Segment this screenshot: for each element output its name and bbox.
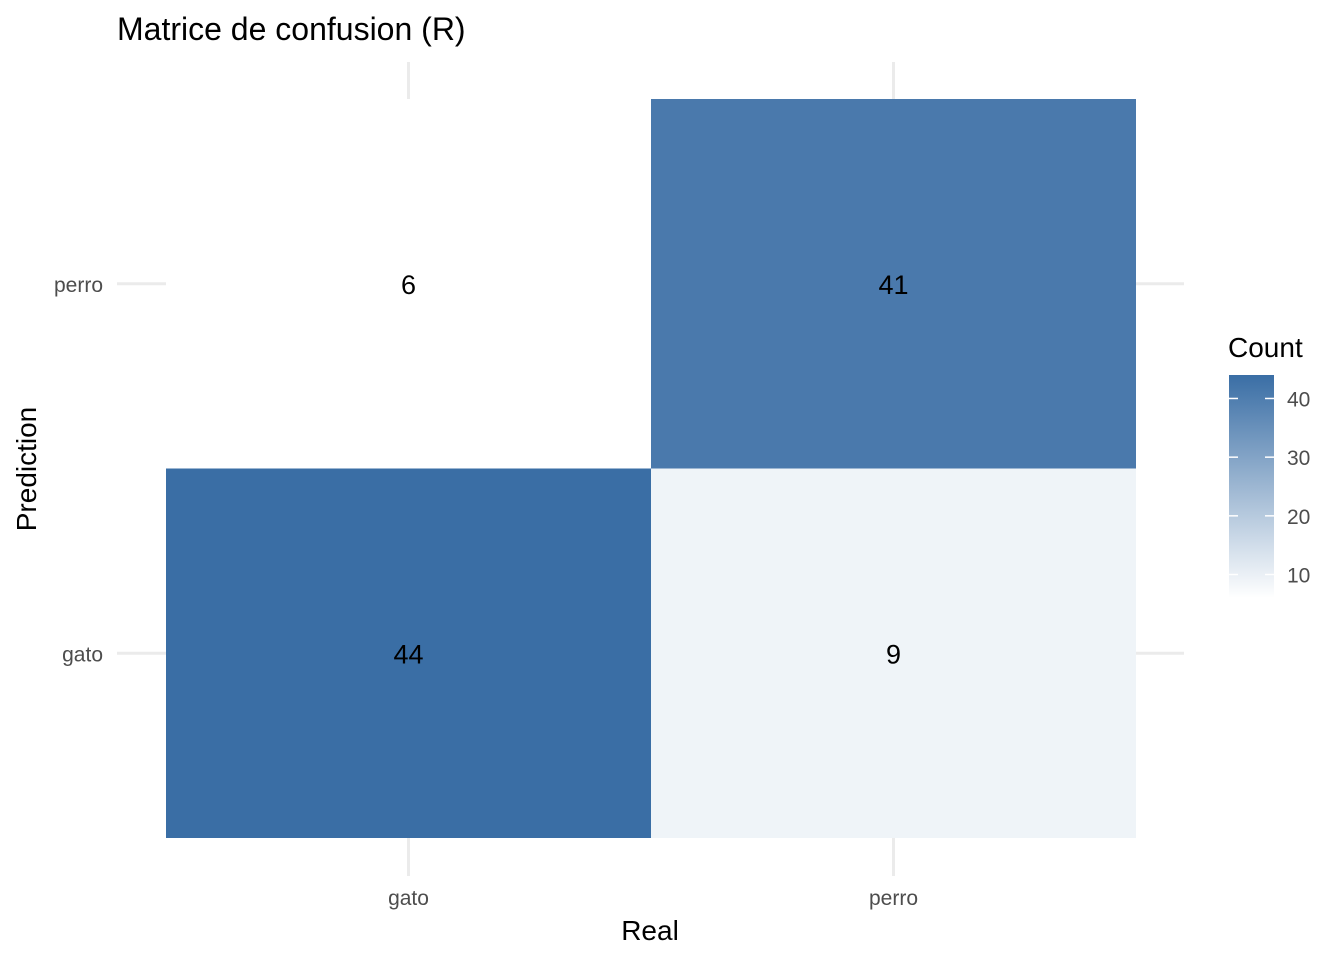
- cell-value-labels: 44 9 6 41: [393, 270, 908, 670]
- y-axis-title: Prediction: [11, 407, 42, 532]
- cell-value-label: 9: [886, 639, 901, 669]
- y-tick-label: perro: [54, 274, 103, 297]
- x-axis-tick-labels: gato perro: [388, 887, 918, 910]
- cell-value-label: 44: [393, 639, 423, 669]
- x-tick-label: perro: [869, 887, 918, 910]
- y-axis-tick-labels: gato perro: [54, 274, 103, 667]
- cell-value-label: 41: [878, 270, 908, 300]
- cell-gato-perro: [166, 99, 651, 469]
- legend-colorbar: [1229, 375, 1274, 598]
- cell-value-label: 6: [401, 270, 416, 300]
- legend-tick-label: 40: [1287, 388, 1310, 411]
- legend-tick-label: 30: [1287, 447, 1310, 470]
- chart-title: Matrice de confusion (R): [117, 11, 466, 47]
- cell-gato-gato: [166, 468, 651, 838]
- legend-title: Count: [1228, 332, 1303, 363]
- legend-tick-label: 20: [1287, 506, 1310, 529]
- y-tick-label: gato: [62, 643, 103, 666]
- x-tick-label: gato: [388, 887, 429, 910]
- cell-perro-perro: [651, 99, 1136, 469]
- legend-tick-label: 10: [1287, 565, 1310, 588]
- cell-perro-gato: [651, 468, 1136, 838]
- x-axis-title: Real: [621, 915, 679, 946]
- heatmap-cells: [166, 99, 1136, 838]
- color-legend: Count 10 20 30 40: [1228, 332, 1310, 598]
- legend-ticks: 10 20 30 40: [1229, 388, 1310, 588]
